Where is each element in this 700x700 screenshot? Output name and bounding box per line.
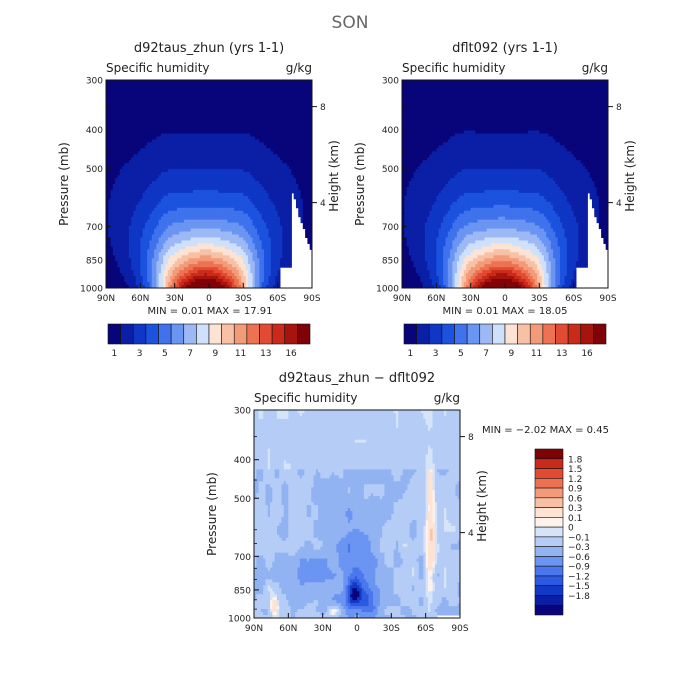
field-cell bbox=[289, 243, 292, 246]
field-cell bbox=[289, 193, 292, 196]
field-cell bbox=[289, 214, 292, 217]
panel-a: d92taus_zhun (yrs 1-1) Specific humidity g… bbox=[57, 41, 341, 317]
field-cell bbox=[289, 229, 292, 232]
field-cell bbox=[289, 217, 292, 220]
field-cell bbox=[289, 240, 292, 243]
field-cell bbox=[289, 205, 292, 208]
field-cell bbox=[289, 232, 292, 235]
panel-subtitle: Specific humidity bbox=[106, 61, 210, 75]
field-cell bbox=[289, 220, 292, 223]
field-cells bbox=[106, 80, 313, 289]
field-cell bbox=[289, 196, 292, 199]
field-cell bbox=[289, 235, 292, 238]
field-cell bbox=[289, 208, 292, 211]
field-cell bbox=[289, 226, 292, 229]
field-cell bbox=[289, 237, 292, 240]
field-cell bbox=[289, 223, 292, 226]
field-cell bbox=[289, 202, 292, 205]
field-cell bbox=[289, 199, 292, 202]
figure-title: SON bbox=[332, 13, 369, 33]
panel-units: g/kg bbox=[286, 61, 312, 75]
panel-title: d92taus_zhun (yrs 1-1) bbox=[134, 41, 284, 56]
field-cell bbox=[289, 211, 292, 214]
